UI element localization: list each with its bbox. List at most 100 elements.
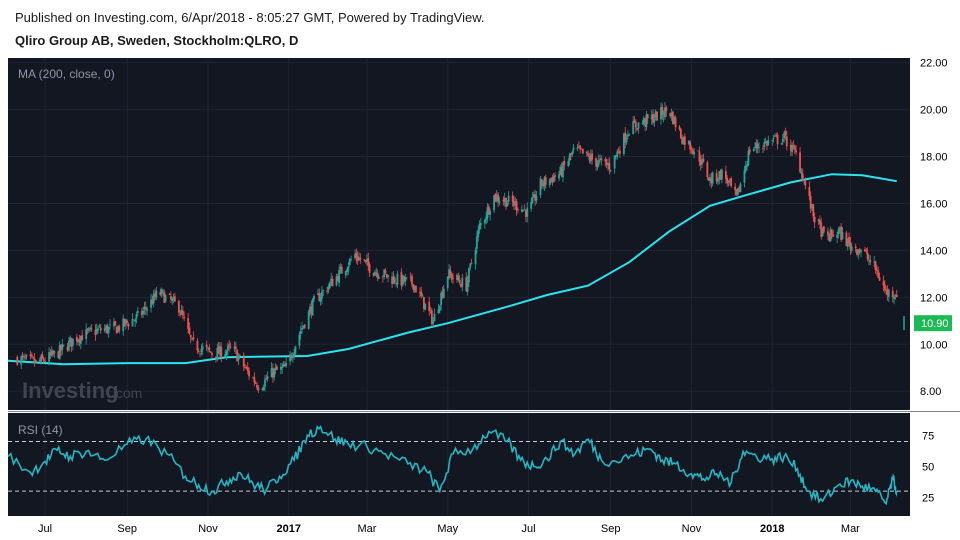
candle-body bbox=[486, 207, 489, 219]
candle-body bbox=[600, 158, 603, 161]
candle-body bbox=[653, 119, 656, 122]
candle-body bbox=[449, 270, 452, 275]
candle-body bbox=[710, 178, 713, 183]
candle-body bbox=[662, 116, 665, 117]
candle-body bbox=[460, 283, 462, 288]
candle-body bbox=[313, 295, 315, 300]
candle-body bbox=[209, 351, 212, 353]
candle-body bbox=[70, 337, 73, 347]
candle-body bbox=[707, 178, 710, 180]
candle-body bbox=[339, 267, 342, 270]
candle-body bbox=[514, 201, 517, 205]
candle-body bbox=[683, 136, 686, 145]
candle-body bbox=[669, 112, 672, 117]
candle-body bbox=[270, 367, 273, 378]
candle-body bbox=[494, 193, 497, 201]
candle-body bbox=[789, 144, 792, 151]
candle-body bbox=[886, 289, 889, 296]
candle-body bbox=[181, 310, 184, 316]
grid bbox=[8, 58, 910, 516]
candle-body bbox=[579, 145, 582, 150]
candle-body bbox=[756, 143, 759, 148]
candle-body bbox=[368, 264, 371, 273]
candle-body bbox=[878, 277, 881, 281]
candle-body bbox=[800, 171, 803, 174]
candle-body bbox=[238, 354, 241, 356]
candle-body bbox=[21, 356, 24, 358]
candle-body bbox=[29, 354, 32, 357]
candle-body bbox=[539, 178, 542, 196]
candle-body bbox=[792, 145, 795, 147]
candle-body bbox=[478, 224, 481, 230]
candle-body bbox=[283, 364, 286, 367]
candle-body bbox=[634, 121, 637, 128]
candle-body bbox=[813, 216, 816, 223]
candle-body bbox=[633, 120, 636, 123]
candle-body bbox=[103, 328, 106, 331]
candle-body bbox=[771, 140, 774, 142]
candle-body bbox=[442, 288, 445, 298]
candle-body bbox=[346, 269, 348, 272]
candle-body bbox=[526, 207, 529, 217]
candle-body bbox=[693, 151, 696, 155]
candle-body bbox=[608, 162, 611, 170]
candle-body bbox=[605, 162, 608, 165]
candle-body bbox=[252, 377, 254, 379]
candle-body bbox=[377, 277, 380, 279]
ma200-polyline bbox=[7, 173, 897, 366]
candle-body bbox=[356, 256, 359, 261]
candle-body bbox=[197, 351, 200, 352]
candle-body bbox=[674, 117, 677, 128]
candle-body bbox=[177, 300, 180, 313]
candle-body bbox=[237, 356, 240, 361]
candle-body bbox=[366, 259, 368, 263]
candle-body bbox=[85, 329, 88, 339]
candle-body bbox=[540, 179, 543, 186]
candle-body bbox=[772, 137, 775, 139]
candle-body bbox=[828, 235, 831, 241]
candle-body bbox=[205, 344, 208, 348]
candle-body bbox=[849, 242, 852, 250]
candle-body bbox=[664, 107, 666, 118]
candle-body bbox=[830, 229, 833, 235]
candle-body bbox=[155, 290, 158, 298]
candle-body bbox=[298, 334, 301, 346]
candle-body bbox=[515, 201, 518, 211]
candle-body bbox=[571, 151, 574, 155]
candle-body bbox=[199, 353, 201, 355]
y-tick-label: 20.00 bbox=[920, 105, 948, 117]
candle-body bbox=[744, 165, 747, 172]
candle-body bbox=[845, 232, 848, 247]
candle-body bbox=[358, 257, 360, 261]
rsi-line bbox=[7, 425, 898, 506]
candle-body bbox=[38, 359, 41, 362]
candle-body bbox=[144, 306, 147, 310]
candle-body bbox=[738, 187, 741, 193]
y-tick-label: 16.00 bbox=[920, 198, 948, 210]
last-price-tag: 10.90 bbox=[914, 315, 952, 332]
candle-body bbox=[411, 275, 413, 285]
candle-body bbox=[502, 199, 505, 202]
candle-body bbox=[505, 197, 507, 208]
candle-body bbox=[678, 126, 681, 130]
candle-body bbox=[363, 259, 366, 261]
candle-body bbox=[282, 364, 285, 367]
candle-body bbox=[542, 185, 545, 187]
candle-body bbox=[33, 358, 36, 364]
candle-body bbox=[679, 128, 682, 139]
candle-body bbox=[811, 204, 813, 208]
candle-body bbox=[869, 260, 872, 263]
candle-body bbox=[809, 195, 812, 209]
candle-body bbox=[215, 356, 217, 358]
candle-body bbox=[690, 149, 693, 151]
candle-body bbox=[405, 277, 408, 279]
candle-body bbox=[521, 209, 523, 213]
candle-body bbox=[776, 134, 779, 145]
candle-body bbox=[530, 202, 533, 209]
candle-body bbox=[164, 294, 167, 302]
candle-body bbox=[392, 276, 395, 284]
candle-body bbox=[344, 270, 347, 276]
candle-body bbox=[524, 209, 527, 217]
candle-body bbox=[57, 351, 60, 359]
